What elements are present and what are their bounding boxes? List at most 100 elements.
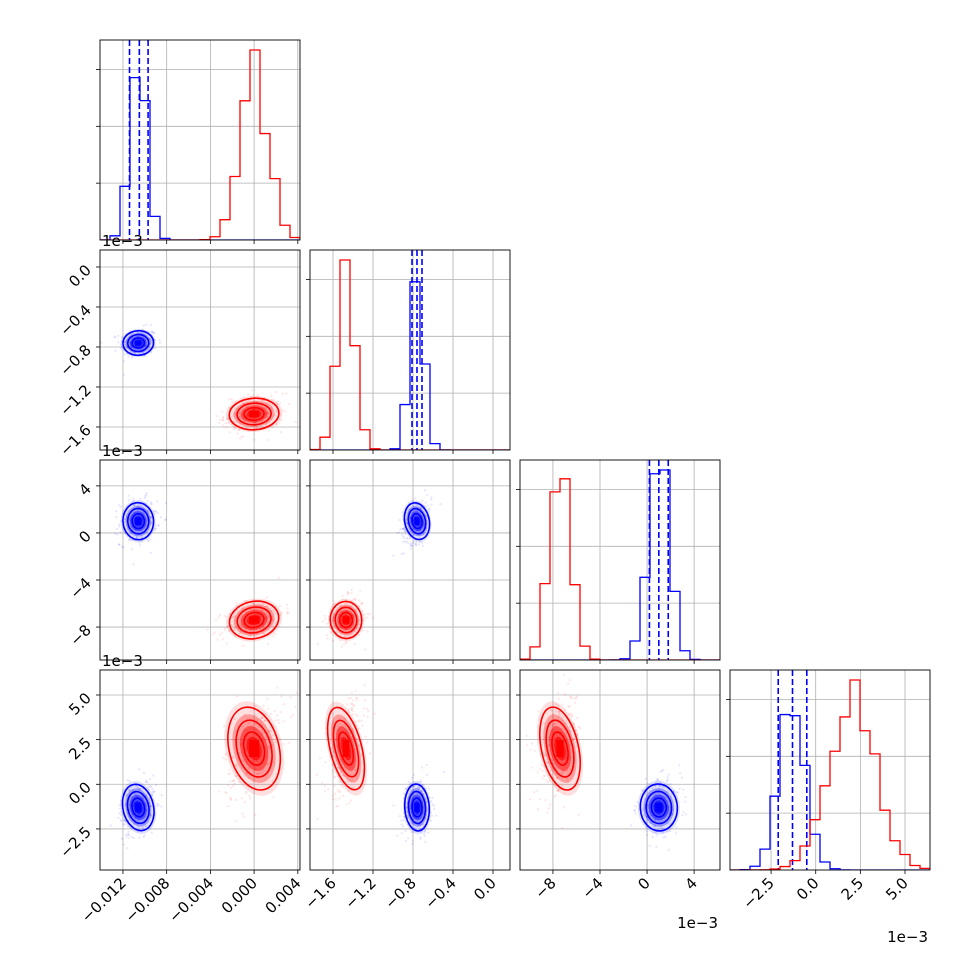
x-tick-label: 5.0 [882,874,912,904]
density-peak-1 [249,616,260,624]
x-tick-label: −0.4 [421,874,459,912]
contour-1 [338,611,354,629]
panel-frame [309,249,511,451]
histogram-0-var-2 [520,469,720,660]
panel-frame [519,459,721,661]
y-tick-label: 4 [75,480,94,499]
contour-1 [242,731,266,766]
x-tick-label: 0 [634,874,653,893]
contour-1 [228,397,280,431]
y-tick-label: 0 [75,527,94,546]
histogram-0-var-0 [100,77,300,240]
contour-0 [122,501,155,541]
panel-frame [519,669,721,871]
panel-3-2: −8 −4 0 4 1e−3 [516,669,721,932]
density-peak-1 [249,740,260,758]
density-peak-1 [342,616,350,624]
y-tick-label: −4 [66,574,94,602]
y-tick-label: −2.5 [56,823,94,861]
histogram-1-var-3 [730,679,930,870]
histogram-1-var-1 [310,259,510,450]
x-tick-label: 0.000 [218,874,261,917]
x-tick-label: −0.008 [122,874,174,926]
contour-1 [236,606,272,634]
contour-1 [236,402,272,426]
contour-1 [228,600,280,640]
contour-0 [131,797,146,818]
panel-3-0: −0.012−0.008−0.004 0.000 0.004 −2.5 0.0 2.5 5.… [56,652,304,926]
panel-frame [99,669,301,871]
density-peak-0 [135,517,142,525]
x-tick-label: −1.2 [341,874,379,912]
panel-2-1 [306,459,511,664]
y-tick-label: 2.5 [65,734,95,764]
y-offset-label: 1e−3 [102,232,143,250]
histogram-1-var-2 [520,478,720,660]
x-tick-label: 0.0 [470,874,500,904]
y-tick-label: −1.6 [56,421,94,459]
density-peak-0 [655,802,663,813]
x-tick-label: 2.5 [838,874,868,904]
contour-0 [639,783,679,832]
density-peak-0 [414,802,420,813]
y-tick-label: 0.0 [65,261,95,291]
contour-0 [407,790,427,825]
contour-1 [243,611,265,629]
density-peak-1 [556,740,564,758]
contour-1 [539,706,581,791]
x-tick-label: −4 [578,874,606,902]
contour-0 [122,329,155,357]
contour-1 [326,706,366,791]
panel-3-1: −1.6 −1.2 −0.8 −0.4 0.0 [301,669,511,913]
contour-0 [650,797,668,818]
x-tick-label: −8 [531,874,559,902]
panel-2-0: −8 −4 0 4 1e−3 [66,442,301,664]
panel-frame [309,669,511,871]
x-offset-label: 1e−3 [677,914,718,932]
y-tick-label: 5.0 [65,689,95,719]
contour-1 [337,731,355,766]
contour-0 [126,333,150,353]
contour-1 [545,719,575,778]
x-tick-label: 0.0 [793,874,823,904]
panel-1-0: −1.6−1.2−0.8−0.4 0.0 1e−3 [56,232,301,460]
x-tick-label: 0.004 [262,874,305,917]
contour-0 [131,337,146,349]
contour-1 [551,731,569,766]
x-offset-label: 1e−3 [887,928,928,946]
contour-1 [329,600,363,640]
density-peak-0 [135,340,142,346]
x-tick-label: −0.8 [381,874,419,912]
contour-1 [334,606,358,634]
panel-3-3: −2.5 0.0 2.5 5.0 1e−3 [726,669,931,946]
contour-0 [403,783,431,832]
panel-2-2 [516,459,721,664]
panel-0-0 [96,39,301,244]
y-offset-label: 1e−3 [102,442,143,460]
y-tick-label: 0.0 [65,778,95,808]
panel-frame [99,459,301,661]
contour-0 [645,790,673,825]
x-tick-label: 4 [681,874,700,893]
density-peak-1 [342,740,350,758]
x-tick-label: −0.004 [165,874,217,926]
contour-1 [332,719,360,778]
contour-0 [407,507,427,535]
panel-1-1 [306,249,511,454]
density-peak-0 [414,517,420,525]
contour-0 [126,790,150,825]
density-peak-0 [135,802,142,813]
contour-0 [121,783,155,832]
histogram-1-var-0 [100,49,300,240]
y-tick-label: −8 [66,621,94,649]
x-tick-label: −2.5 [739,874,777,912]
y-offset-label: 1e−3 [102,652,143,670]
panel-frame [729,669,931,871]
contour-0 [131,512,146,530]
contour-0 [126,507,150,535]
contour-1 [243,406,265,422]
contour-0 [403,502,431,541]
contour-1 [227,706,282,791]
panel-frame [99,249,301,451]
